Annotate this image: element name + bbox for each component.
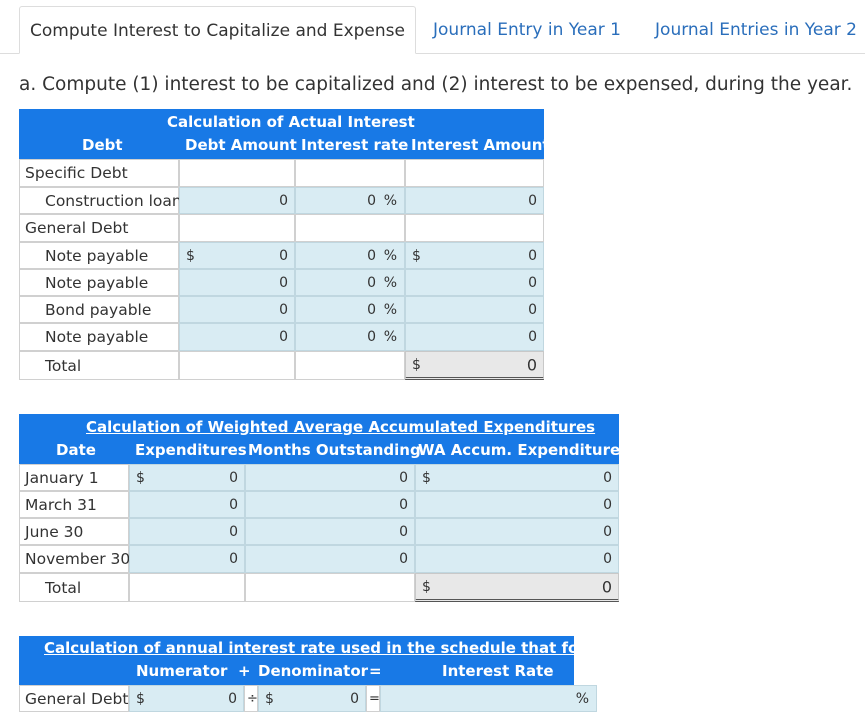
actual-interest-header [19,109,544,159]
denominator-input[interactable]: $0 [258,685,366,712]
total-label: Total [19,573,129,602]
interest-rate-input[interactable]: 0% [295,296,405,323]
row-label-bond-payable: Bond payable [19,296,179,323]
row-label-date: January 1 [19,464,129,491]
blank-cell [129,573,245,602]
blank-cell [179,351,295,380]
divide-sign: ÷ [244,685,258,712]
header-interest-amount: Interest Amount [411,136,550,154]
header-wa-accum-expenditures: WA Accum. Expenditures [418,441,630,459]
row-label-note-payable: Note payable [19,269,179,296]
row-label-note-payable: Note payable [19,323,179,351]
row-label-date: March 31 [19,491,129,518]
blank-cell [295,159,405,187]
header-plus: + [238,662,251,680]
wa-accum-expenditures-input[interactable]: 0 [415,518,619,545]
interest-rate-input[interactable]: 0% [295,242,405,269]
blank-cell [405,159,544,187]
header-months-outstanding: Months Outstanding [248,441,421,459]
header-interest-rate: Interest rate [301,136,409,154]
actual-interest-title: Calculation of Actual Interest [167,113,415,131]
weighted-average-header [19,414,619,464]
tab-journal-entries-year-2[interactable]: Journal Entries in Year 2 [655,20,857,40]
total-interest-amount: $0 [405,351,544,380]
debt-amount-input[interactable]: $0 [179,242,295,269]
equals-sign: = [366,685,380,712]
header-date: Date [56,441,96,459]
header-interest-rate: Interest Rate [442,662,554,680]
months-outstanding-input[interactable]: 0 [245,545,415,573]
row-label-date: June 30 [19,518,129,545]
total-wa-accum-expenditures: $0 [415,573,619,602]
header-equals: = [369,662,382,680]
debt-amount-input[interactable]: 0 [179,187,295,214]
tab-bar: Compute Interest to Capitalize and Expen… [0,0,865,54]
general-debt-label: General Debt [19,214,179,242]
wa-accum-expenditures-input[interactable]: $0 [415,464,619,491]
header-debt-amount: Debt Amount [185,136,297,154]
interest-amount-input[interactable]: 0 [405,269,544,296]
expenditures-input[interactable]: 0 [129,518,245,545]
total-label: Total [19,351,179,380]
interest-amount-input[interactable]: 0 [405,296,544,323]
numerator-input[interactable]: $0 [129,685,244,712]
tab-journal-entry-year-1[interactable]: Journal Entry in Year 1 [433,20,621,40]
months-outstanding-input[interactable]: 0 [245,491,415,518]
interest-rate-input[interactable]: % [380,685,597,712]
months-outstanding-input[interactable]: 0 [245,518,415,545]
header-debt: Debt [82,136,123,154]
row-label-construction-loan: Construction loan [19,187,182,214]
expenditures-input[interactable]: 0 [129,491,245,518]
interest-amount-input[interactable]: 0 [405,323,544,351]
header-denominator: Denominator [258,662,369,680]
interest-rate-input[interactable]: 0% [295,269,405,296]
interest-rate-title: Calculation of annual interest rate used… [44,639,622,657]
months-outstanding-input[interactable]: 0 [245,464,415,491]
question-text: a. Compute (1) interest to be capitalize… [19,74,853,95]
interest-amount-input[interactable]: 0 [405,187,544,214]
blank-cell [245,573,415,602]
general-debt-label: General Debt [19,685,129,712]
expenditures-input[interactable]: 0 [129,545,245,573]
blank-cell [295,214,405,242]
wa-accum-expenditures-input[interactable]: 0 [415,491,619,518]
interest-rate-input[interactable]: 0% [295,187,405,214]
blank-cell [179,159,295,187]
blank-cell [295,351,405,380]
interest-rate-input[interactable]: 0% [295,323,405,351]
row-label-note-payable: Note payable [19,242,179,269]
tab-compute-interest[interactable]: Compute Interest to Capitalize and Expen… [19,6,416,54]
header-numerator: Numerator [136,662,228,680]
expenditures-input[interactable]: $0 [129,464,245,491]
interest-rate-header [19,636,574,685]
debt-amount-input[interactable]: 0 [179,296,295,323]
row-label-date: November 30 [19,545,130,573]
wa-accum-expenditures-input[interactable]: 0 [415,545,619,573]
blank-cell [179,214,295,242]
interest-amount-input[interactable]: $0 [405,242,544,269]
weighted-average-title: Calculation of Weighted Average Accumula… [86,418,596,436]
blank-cell [405,214,544,242]
specific-debt-label: Specific Debt [19,159,179,187]
debt-amount-input[interactable]: 0 [179,269,295,296]
debt-amount-input[interactable]: 0 [179,323,295,351]
header-expenditures: Expenditures [135,441,247,459]
